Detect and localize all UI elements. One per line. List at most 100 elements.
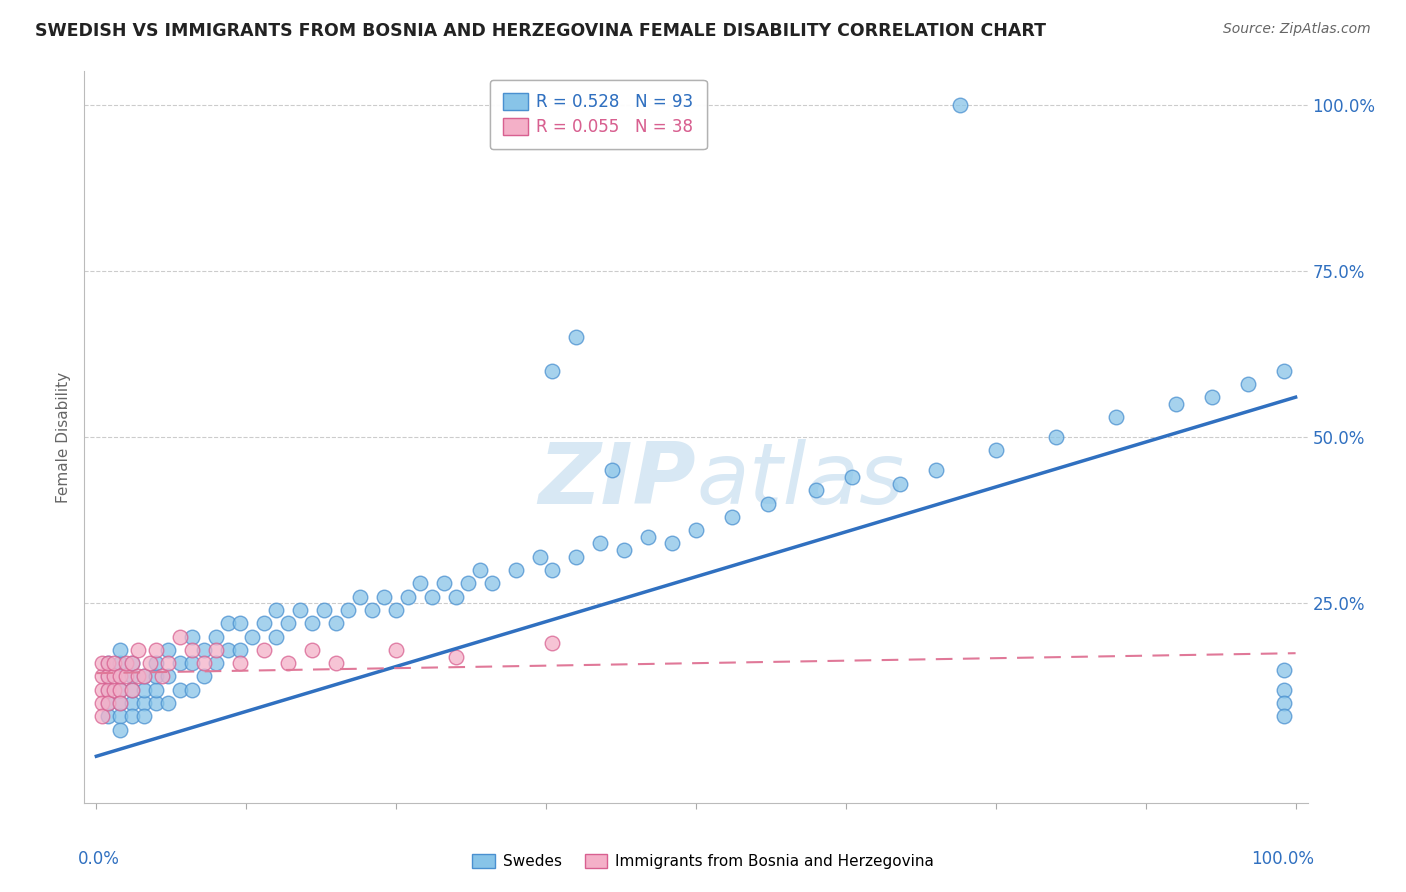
Point (314, 603, 336, 617)
Point (97, 696, 120, 710)
Point (193, 669, 215, 683)
Text: 100.0%: 100.0% (1251, 850, 1313, 868)
Point (444, 649, 467, 664)
Point (205, 643, 228, 657)
Point (134, 696, 156, 710)
Point (253, 643, 276, 657)
Point (277, 656, 299, 670)
Point (984, 443, 1007, 458)
Point (103, 669, 125, 683)
Point (613, 543, 636, 558)
Point (529, 549, 551, 564)
Point (420, 590, 443, 604)
Legend: Swedes, Immigrants from Bosnia and Herzegovina: Swedes, Immigrants from Bosnia and Herze… (465, 848, 941, 875)
Point (121, 682, 143, 697)
Point (217, 616, 239, 631)
Point (229, 656, 252, 670)
Y-axis label: Female Disability: Female Disability (56, 371, 72, 503)
Point (181, 643, 204, 657)
Point (157, 643, 180, 657)
Point (804, 483, 827, 498)
Point (145, 696, 167, 710)
Point (468, 563, 491, 577)
Point (541, 563, 564, 577)
Point (193, 656, 215, 670)
Point (409, 576, 432, 591)
Point (1105, 410, 1128, 425)
Point (264, 630, 287, 644)
Point (97, 669, 120, 683)
Point (110, 656, 132, 670)
Point (169, 656, 191, 670)
Point (127, 643, 149, 657)
Point (385, 603, 408, 617)
Point (756, 497, 779, 511)
Point (97, 656, 120, 670)
Point (121, 669, 143, 683)
Point (637, 530, 659, 544)
Point (396, 590, 419, 604)
Point (721, 509, 744, 524)
Point (325, 656, 347, 670)
Point (1201, 390, 1223, 404)
Point (97, 656, 120, 670)
Point (1164, 397, 1187, 411)
Point (925, 463, 948, 477)
Point (145, 643, 167, 657)
Point (97, 709, 120, 723)
Text: 0.0%: 0.0% (79, 850, 120, 868)
Point (115, 669, 138, 683)
Point (433, 576, 456, 591)
Point (1272, 709, 1295, 723)
Point (91, 696, 114, 710)
Point (91, 709, 114, 723)
Point (600, 463, 623, 477)
Point (1045, 430, 1067, 444)
Point (240, 630, 263, 644)
Point (134, 669, 156, 683)
Point (121, 682, 143, 697)
Point (217, 643, 239, 657)
Point (145, 656, 167, 670)
Point (110, 696, 132, 710)
Text: atlas: atlas (696, 440, 904, 523)
Point (290, 603, 312, 617)
Point (110, 669, 132, 683)
Point (91, 656, 114, 670)
Point (97, 696, 120, 710)
Point (103, 682, 125, 697)
Point (1272, 682, 1295, 697)
Point (889, 476, 911, 491)
Text: Source: ZipAtlas.com: Source: ZipAtlas.com (1223, 22, 1371, 37)
Point (385, 643, 408, 657)
Text: SWEDISH VS IMMIGRANTS FROM BOSNIA AND HERZEGOVINA FEMALE DISABILITY CORRELATION : SWEDISH VS IMMIGRANTS FROM BOSNIA AND HE… (35, 22, 1046, 40)
Point (277, 616, 299, 631)
Point (139, 656, 162, 670)
Point (457, 576, 479, 591)
Point (110, 643, 132, 657)
Point (134, 709, 156, 723)
Point (150, 669, 173, 683)
Point (949, 97, 972, 112)
Point (145, 682, 167, 697)
Point (205, 656, 228, 670)
Point (301, 643, 323, 657)
Point (134, 669, 156, 683)
Point (1272, 696, 1295, 710)
Point (264, 603, 287, 617)
Point (205, 630, 228, 644)
Point (121, 656, 143, 670)
Point (565, 330, 588, 344)
Point (97, 682, 120, 697)
Point (181, 656, 204, 670)
Point (97, 682, 120, 697)
Point (110, 696, 132, 710)
Point (169, 682, 191, 697)
Point (565, 549, 588, 564)
Text: ZIP: ZIP (538, 440, 696, 523)
Point (1272, 363, 1295, 377)
Point (1272, 663, 1295, 677)
Point (110, 709, 132, 723)
Point (481, 576, 503, 591)
Point (1236, 376, 1258, 391)
